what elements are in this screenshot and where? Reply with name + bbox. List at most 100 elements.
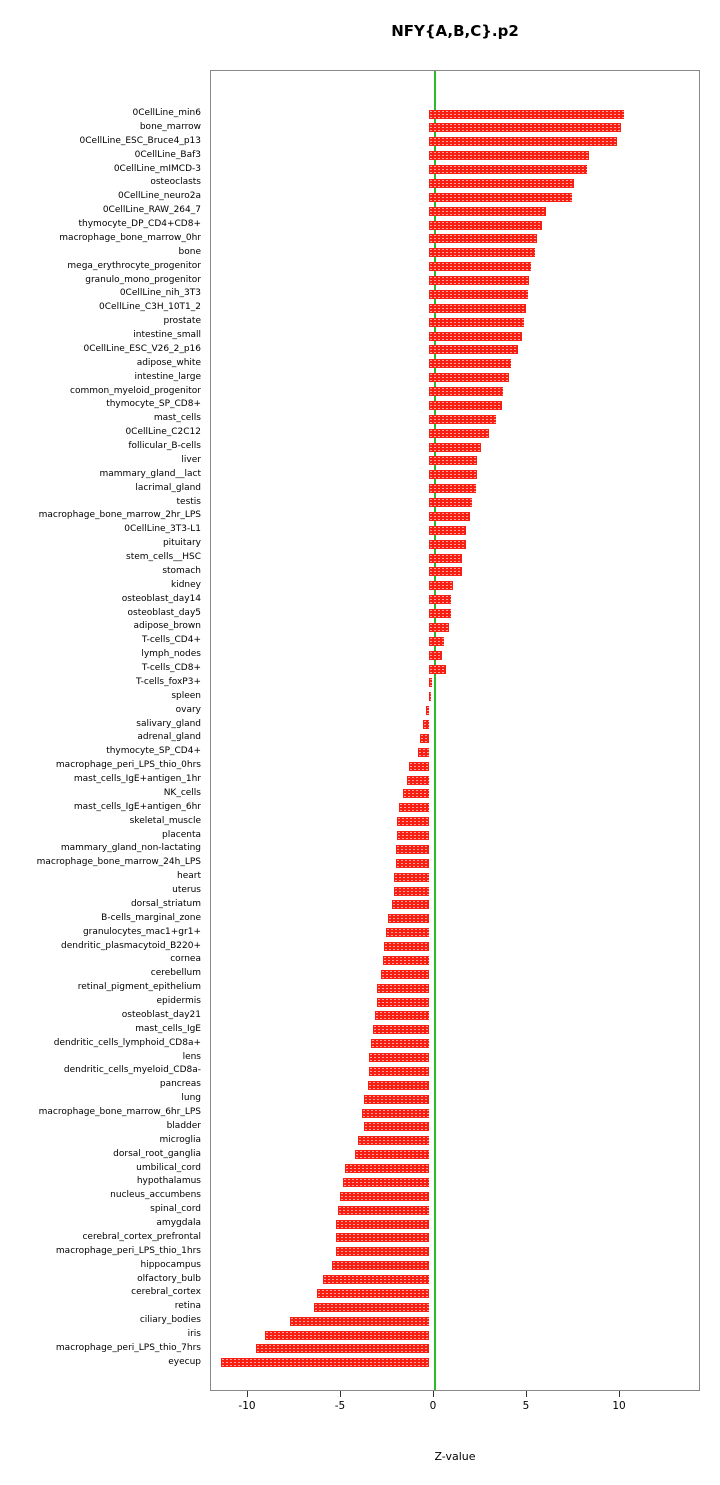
x-axis-tick-label: -5 bbox=[334, 1400, 346, 1412]
bar-track bbox=[206, 315, 695, 329]
bar bbox=[429, 664, 446, 674]
bar bbox=[256, 1344, 429, 1354]
bar-label: uterus bbox=[172, 885, 201, 895]
bar-track bbox=[206, 482, 695, 496]
bar-row: retina bbox=[4, 1300, 700, 1314]
bar bbox=[429, 234, 537, 244]
bar bbox=[393, 872, 429, 882]
bar-track bbox=[206, 607, 695, 621]
bar-track bbox=[206, 842, 695, 856]
bar bbox=[429, 303, 526, 313]
bar-label: 0CellLine_neuro2a bbox=[118, 191, 201, 202]
bar-row: uterus bbox=[4, 884, 700, 898]
bar-label: 0CellLine_mIMCD-3 bbox=[113, 163, 201, 174]
bar-label: common_myeloid_progenitor bbox=[70, 385, 201, 396]
bar-track bbox=[206, 1009, 695, 1023]
bar bbox=[429, 567, 463, 577]
bar-label: dendritic_cells_myeloid_CD8a- bbox=[63, 1065, 201, 1076]
bar bbox=[429, 636, 444, 646]
bar-label: liver bbox=[181, 454, 201, 465]
bar-row: lung bbox=[4, 1092, 700, 1106]
bar bbox=[429, 206, 547, 216]
bar bbox=[419, 733, 429, 743]
x-axis-title: Z-value bbox=[434, 1450, 476, 1463]
bar-track bbox=[206, 107, 695, 121]
bar-label: epidermis bbox=[156, 996, 202, 1006]
bar bbox=[429, 165, 588, 174]
bar-row: microglia bbox=[4, 1134, 700, 1148]
bar-track bbox=[206, 176, 695, 190]
bar-row: adipose_white bbox=[4, 357, 700, 371]
bar-row: osteoblast_day14 bbox=[4, 593, 700, 607]
bar bbox=[429, 525, 467, 535]
bar-row: osteoblast_day5 bbox=[4, 607, 700, 621]
plot-area bbox=[210, 70, 700, 1391]
bar bbox=[358, 1136, 429, 1146]
bar-label: mast_cells bbox=[153, 413, 201, 424]
bar-label: prostate bbox=[163, 316, 201, 327]
bar-label: intestine_small bbox=[133, 330, 201, 340]
bar-row: NK_cells bbox=[4, 787, 700, 801]
bar-label: lacrimal_gland bbox=[135, 482, 201, 493]
bar-track bbox=[206, 343, 695, 357]
bar-row: macrophage_peri_LPS_thio_1hrs bbox=[4, 1245, 700, 1259]
bar-row: B-cells_marginal_zone bbox=[4, 912, 700, 926]
bar-track bbox=[206, 135, 695, 149]
bar bbox=[220, 1358, 429, 1368]
bar-row: granulocytes_mac1+gr1+ bbox=[4, 926, 700, 940]
bar-track bbox=[206, 1134, 695, 1148]
bar-track bbox=[206, 426, 695, 440]
bar-track bbox=[206, 496, 695, 510]
bar-row: dendritic_cells_myeloid_CD8a- bbox=[4, 1064, 700, 1078]
bar-track bbox=[206, 1037, 695, 1051]
bar-row: 0CellLine_RAW_264_7 bbox=[4, 204, 700, 218]
bar-track bbox=[206, 232, 695, 246]
bar bbox=[429, 262, 532, 272]
bar bbox=[317, 1288, 429, 1298]
bar-label: 0CellLine_C2C12 bbox=[125, 427, 201, 438]
bar-track bbox=[206, 1064, 695, 1078]
bar bbox=[429, 595, 452, 605]
bar bbox=[429, 470, 478, 480]
bar-label: NK_cells bbox=[163, 787, 201, 798]
bar-track bbox=[206, 856, 695, 870]
bar bbox=[369, 1066, 429, 1076]
bar-label: dorsal_striatum bbox=[130, 898, 201, 909]
bar bbox=[429, 331, 522, 341]
bar-label: ovary bbox=[175, 704, 201, 715]
bar-row: osteoblast_day21 bbox=[4, 1009, 700, 1023]
bar-track bbox=[206, 551, 695, 565]
bar-track bbox=[206, 1356, 695, 1370]
bar-label: heart bbox=[177, 871, 201, 882]
bar-row: ciliary_bodies bbox=[4, 1314, 700, 1328]
chart-title: NFY{A,B,C}.p2 bbox=[391, 22, 519, 40]
bar-label: bladder bbox=[166, 1120, 201, 1131]
bar-row: 0CellLine_nih_3T3 bbox=[4, 287, 700, 301]
bar-row: amygdala bbox=[4, 1217, 700, 1231]
bar-track bbox=[206, 1300, 695, 1314]
bar-label: intestine_large bbox=[134, 371, 201, 382]
x-axis-tick-label: 10 bbox=[612, 1400, 626, 1412]
bar-track bbox=[206, 371, 695, 385]
bar-row: retinal_pigment_epithelium bbox=[4, 981, 700, 995]
bar bbox=[429, 373, 509, 383]
bar-label: spleen bbox=[171, 690, 201, 701]
bar bbox=[336, 1247, 429, 1257]
bar-label: 0CellLine_RAW_264_7 bbox=[102, 205, 201, 216]
bar-label: T-cells_CD8+ bbox=[141, 663, 201, 673]
bar-label: bone_marrow bbox=[139, 121, 201, 132]
bar-row: pituitary bbox=[4, 537, 700, 551]
bar bbox=[289, 1316, 429, 1326]
bar bbox=[429, 581, 454, 591]
bar-row: macrophage_bone_marrow_2hr_LPS bbox=[4, 509, 700, 523]
bar-label: 0CellLine_ESC_V26_2_p16 bbox=[83, 343, 202, 354]
bar-label: macrophage_bone_marrow_6hr_LPS bbox=[38, 1107, 201, 1117]
bar-label: cerebral_cortex_prefrontal bbox=[82, 1231, 201, 1242]
bar-label: macrophage_peri_LPS_thio_1hrs bbox=[55, 1245, 201, 1256]
bar bbox=[388, 914, 429, 924]
bar-label: umbilical_cord bbox=[136, 1162, 201, 1173]
x-axis-tick bbox=[340, 1391, 341, 1397]
bar-track bbox=[206, 620, 695, 634]
bar-row: mast_cells_IgE+antigen_6hr bbox=[4, 801, 700, 815]
bar bbox=[337, 1205, 429, 1215]
